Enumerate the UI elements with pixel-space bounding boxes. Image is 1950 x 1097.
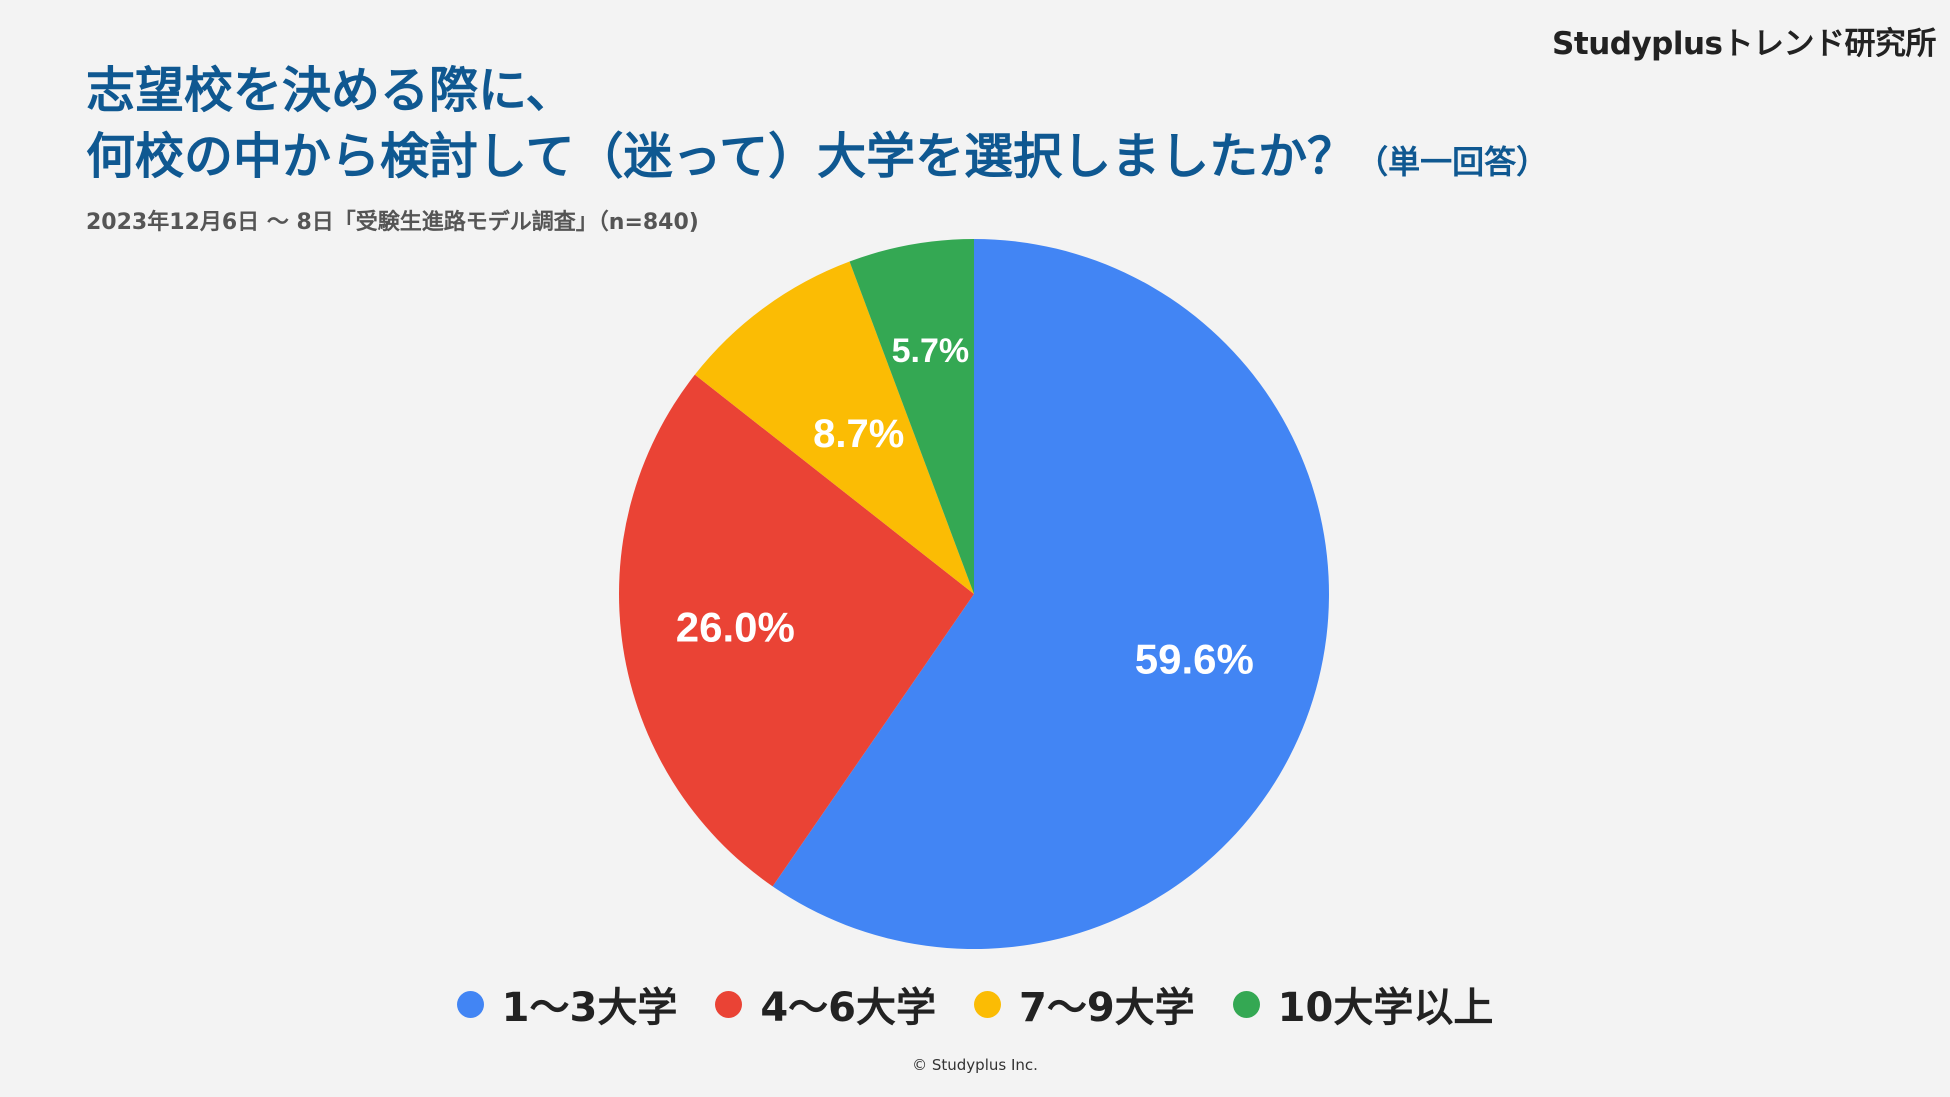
title-answer-type: （単一回答）: [1356, 143, 1549, 181]
survey-subtitle: 2023年12月6日 ～ 8日「受験生進路モデル調査」（n=840): [86, 210, 699, 235]
legend-label: 10大学以上: [1277, 985, 1494, 1031]
slice-data-label: 8.7%: [813, 412, 904, 456]
legend-item: 4～6大学: [715, 975, 936, 1033]
title-question: 何校の中から検討して（迷って）大学を選択しましたか？: [86, 128, 1357, 185]
slice-data-label: 59.6%: [1135, 636, 1254, 683]
copyright-notice: © Studyplus Inc.: [912, 1056, 1038, 1074]
title-line-2: 何校の中から検討して（迷って）大学を選択しましたか？（単一回答）: [86, 124, 1548, 195]
slice-data-label: 26.0%: [676, 603, 795, 650]
legend-label: 1～3大学: [501, 985, 678, 1031]
legend-label: 4～6大学: [760, 985, 936, 1031]
chart-legend: 1～3大学 4～6大学 7～9大学 10大学以上: [0, 975, 1950, 1033]
pie-slice: [772, 239, 1330, 950]
legend-item: 1～3大学: [456, 975, 678, 1033]
chart-title: 志望校を決める際に、 何校の中から検討して（迷って）大学を選択しましたか？（単一…: [86, 58, 1548, 195]
legend-item: 7～9大学: [974, 975, 1195, 1033]
legend-item: 10大学以上: [1232, 975, 1494, 1033]
legend-marker-7-9: [974, 990, 1001, 1018]
pie-slice: [694, 261, 974, 594]
pie-slice: [849, 239, 974, 594]
pie-slice: [618, 374, 974, 887]
slice-data-label: 5.7%: [892, 332, 970, 370]
title-line-1: 志望校を決める際に、: [86, 62, 575, 119]
legend-marker-10-plus: [1232, 990, 1260, 1018]
legend-label: 7～9大学: [1019, 985, 1195, 1031]
legend-marker-4-6: [715, 990, 743, 1018]
brand-logo: Studyplusトレンド研究所: [1552, 26, 1936, 62]
legend-marker-1-3: [456, 990, 484, 1018]
